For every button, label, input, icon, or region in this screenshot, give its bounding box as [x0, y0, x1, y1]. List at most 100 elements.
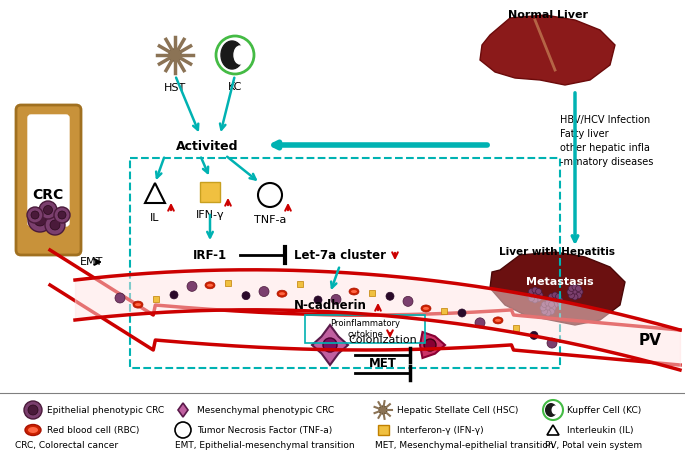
Polygon shape — [420, 332, 445, 358]
Circle shape — [545, 300, 551, 306]
Circle shape — [548, 293, 562, 307]
Bar — [369, 291, 375, 296]
Circle shape — [550, 305, 556, 311]
Text: Tumor Necrosis Factor (TNF-a): Tumor Necrosis Factor (TNF-a) — [197, 425, 332, 434]
Circle shape — [543, 400, 563, 420]
Text: Interferon-γ (IFN-γ): Interferon-γ (IFN-γ) — [397, 425, 484, 434]
Circle shape — [568, 285, 582, 299]
Circle shape — [45, 215, 65, 235]
Text: Proinflammatory
cytokine: Proinflammatory cytokine — [330, 319, 400, 339]
Text: Liver with Hepatitis: Liver with Hepatitis — [499, 247, 615, 257]
Ellipse shape — [423, 307, 429, 310]
Circle shape — [259, 286, 269, 297]
Circle shape — [458, 309, 466, 317]
Ellipse shape — [205, 282, 215, 289]
Circle shape — [552, 292, 558, 298]
Ellipse shape — [495, 319, 501, 322]
Circle shape — [170, 291, 178, 299]
Ellipse shape — [216, 36, 254, 74]
Polygon shape — [178, 403, 188, 417]
Circle shape — [572, 284, 578, 290]
Polygon shape — [490, 252, 625, 325]
Text: HST: HST — [164, 83, 186, 93]
Text: CRC: CRC — [32, 188, 64, 202]
Circle shape — [567, 289, 573, 295]
Ellipse shape — [421, 305, 431, 312]
FancyBboxPatch shape — [16, 105, 81, 255]
Circle shape — [187, 281, 197, 292]
Circle shape — [27, 207, 43, 223]
Circle shape — [537, 292, 543, 298]
Circle shape — [242, 292, 250, 299]
Circle shape — [556, 300, 562, 306]
Circle shape — [530, 332, 538, 339]
Circle shape — [115, 293, 125, 303]
Circle shape — [475, 318, 485, 328]
Text: Let-7a cluster: Let-7a cluster — [294, 248, 386, 261]
Text: IRF-1: IRF-1 — [193, 248, 227, 261]
Circle shape — [169, 49, 181, 61]
Circle shape — [258, 183, 282, 207]
Circle shape — [532, 297, 538, 303]
Circle shape — [547, 297, 553, 303]
Text: Normal Liver: Normal Liver — [508, 10, 588, 20]
Circle shape — [54, 207, 70, 223]
Text: Mesenchymal phenotypic CRC: Mesenchymal phenotypic CRC — [197, 405, 334, 414]
Text: Hepatic Stellate Cell (HSC): Hepatic Stellate Cell (HSC) — [397, 405, 519, 414]
Circle shape — [528, 288, 542, 302]
Circle shape — [528, 296, 534, 301]
Bar — [441, 308, 447, 314]
Ellipse shape — [234, 46, 246, 64]
Text: MET, Mesenchymal-epithelial transition: MET, Mesenchymal-epithelial transition — [375, 440, 553, 450]
Ellipse shape — [28, 427, 38, 433]
Text: Epithelial phenotypic CRC: Epithelial phenotypic CRC — [47, 405, 164, 414]
Circle shape — [541, 309, 547, 314]
Circle shape — [24, 401, 42, 419]
Text: Red blood cell (RBC): Red blood cell (RBC) — [47, 425, 139, 434]
Bar — [200, 182, 220, 202]
Text: Metastasis: Metastasis — [526, 277, 594, 287]
Circle shape — [331, 294, 341, 305]
Circle shape — [547, 338, 557, 348]
Circle shape — [528, 288, 534, 294]
Circle shape — [527, 292, 533, 298]
Circle shape — [536, 288, 542, 294]
Circle shape — [575, 286, 582, 292]
Circle shape — [28, 208, 52, 232]
Ellipse shape — [135, 303, 141, 306]
FancyBboxPatch shape — [28, 115, 69, 226]
Text: KC: KC — [228, 82, 242, 92]
Ellipse shape — [221, 41, 243, 69]
Text: N-cadherin: N-cadherin — [294, 299, 366, 312]
Ellipse shape — [551, 405, 558, 414]
Text: Interleukin (IL): Interleukin (IL) — [567, 425, 634, 434]
Circle shape — [572, 294, 578, 300]
Circle shape — [403, 296, 413, 306]
Text: EMT: EMT — [80, 257, 103, 267]
Text: TNF-a: TNF-a — [254, 215, 286, 225]
Text: EMT, Epithelial-mesenchymal transition: EMT, Epithelial-mesenchymal transition — [175, 440, 355, 450]
Circle shape — [379, 406, 387, 414]
Polygon shape — [312, 325, 348, 365]
Ellipse shape — [207, 284, 213, 287]
Circle shape — [549, 293, 554, 299]
Circle shape — [536, 296, 542, 301]
Text: IFN-γ: IFN-γ — [196, 210, 224, 220]
Circle shape — [549, 300, 554, 306]
Circle shape — [549, 309, 555, 314]
Circle shape — [569, 286, 575, 292]
Text: Activited: Activited — [176, 140, 238, 153]
Circle shape — [39, 201, 57, 219]
Circle shape — [556, 293, 562, 299]
Text: Colonization: Colonization — [349, 335, 417, 345]
Circle shape — [569, 292, 575, 299]
Bar — [225, 280, 231, 286]
Circle shape — [314, 296, 322, 304]
Circle shape — [175, 422, 191, 438]
Ellipse shape — [424, 339, 436, 351]
Circle shape — [31, 211, 39, 219]
Bar — [513, 326, 519, 332]
Circle shape — [532, 287, 538, 293]
Polygon shape — [145, 183, 165, 203]
Circle shape — [34, 214, 46, 226]
